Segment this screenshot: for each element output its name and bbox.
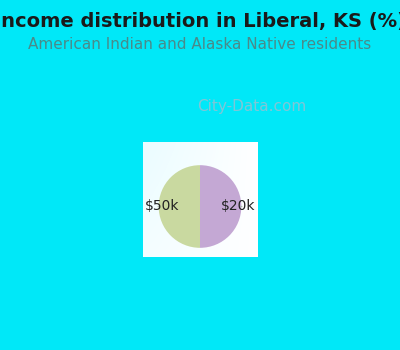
Text: American Indian and Alaska Native residents: American Indian and Alaska Native reside… — [28, 37, 372, 52]
Text: Income distribution in Liberal, KS (%): Income distribution in Liberal, KS (%) — [0, 12, 400, 31]
Wedge shape — [159, 165, 200, 248]
Text: $50k: $50k — [145, 199, 179, 213]
Text: City-Data.com: City-Data.com — [197, 99, 306, 113]
Wedge shape — [200, 165, 241, 248]
Text: $20k: $20k — [221, 199, 255, 213]
